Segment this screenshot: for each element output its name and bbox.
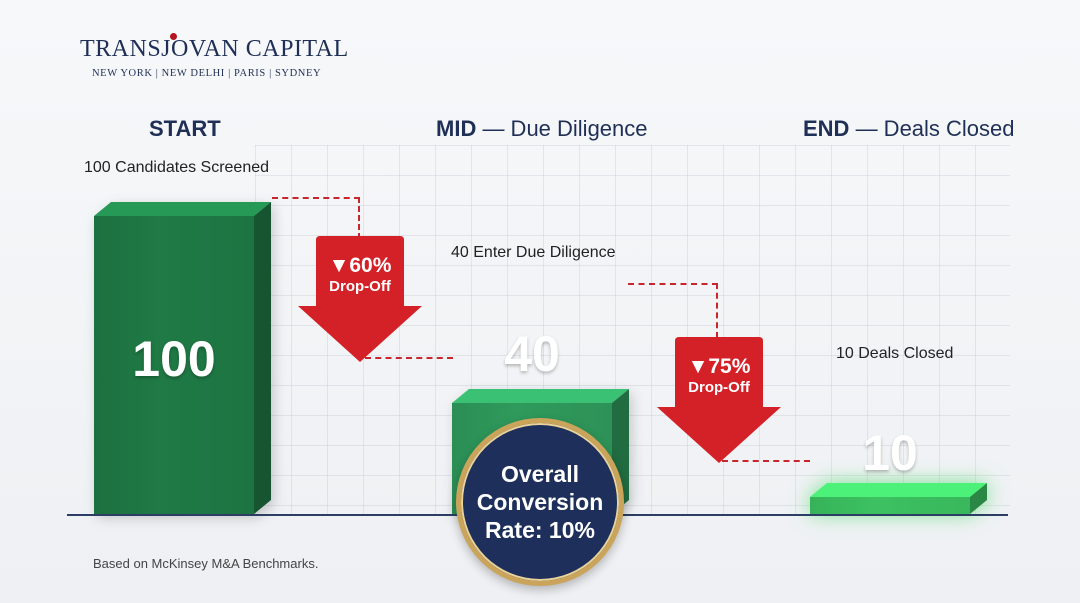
bar-end-top — [810, 483, 987, 497]
bar-caption-end: 10 Deals Closed — [836, 345, 954, 362]
connector-end-in — [722, 460, 810, 462]
conversion-rate-badge: Overall Conversion Rate: 10% — [456, 418, 624, 586]
bar-end — [810, 483, 987, 514]
stage-mid: MID — Due Diligence — [436, 116, 648, 142]
bar-end-front — [810, 497, 970, 514]
drop-off-pct-2: ▼75% — [687, 355, 751, 378]
bar-value-mid: 40 — [504, 326, 560, 382]
source-note: Based on McKinsey M&A Benchmarks. — [93, 556, 319, 571]
bar-caption-mid: 40 Enter Due Diligence — [451, 244, 616, 261]
brand-cities: NEW YORK | NEW DELHI | PARIS | SYDNEY — [92, 68, 322, 79]
connector-mid-top — [628, 283, 718, 285]
stage-end: END — Deals Closed — [803, 116, 1015, 142]
stage-start: START — [149, 116, 221, 142]
drop-off-arrow-1 — [298, 236, 422, 362]
brand-name: TRANSJOVAN CAPITAL — [80, 36, 349, 62]
bar-start-front — [94, 216, 254, 514]
bar-start-side — [254, 202, 271, 514]
connector-mid-down — [716, 283, 718, 338]
bar-value-end: 10 — [862, 425, 918, 481]
drop-off-label-1: Drop-Off — [329, 278, 391, 295]
bar-caption-start: 100 Candidates Screened — [84, 159, 270, 176]
bar-value-start: 100 — [132, 331, 216, 387]
drop-off-text-2: ▼75% Drop-Off — [657, 355, 781, 397]
drop-off-text-1: ▼60% Drop-Off — [298, 254, 422, 296]
stage-end-sub: — Deals Closed — [849, 116, 1015, 141]
brand-dot-icon — [170, 33, 177, 40]
bar-start — [94, 202, 271, 514]
stage-mid-sub: — Due Diligence — [476, 116, 648, 141]
stage-end-label: END — [803, 116, 850, 141]
drop-off-pct-1: ▼60% — [328, 254, 392, 277]
bar-mid-top — [452, 389, 629, 403]
drop-off-label-2: Drop-Off — [688, 379, 750, 396]
bar-start-top — [94, 202, 271, 216]
connector-start-down — [358, 197, 360, 239]
connector-start-top — [272, 197, 360, 199]
stage-mid-label: MID — [436, 116, 477, 141]
stage-start-label: START — [149, 116, 221, 141]
conversion-rate-text: Overall Conversion Rate: 10% — [476, 461, 604, 543]
connector-mid-in — [365, 357, 453, 359]
drop-off-arrow-2 — [657, 337, 781, 463]
brand-logo: TRANSJOVAN CAPITAL NEW YORK | NEW DELHI … — [80, 33, 349, 79]
